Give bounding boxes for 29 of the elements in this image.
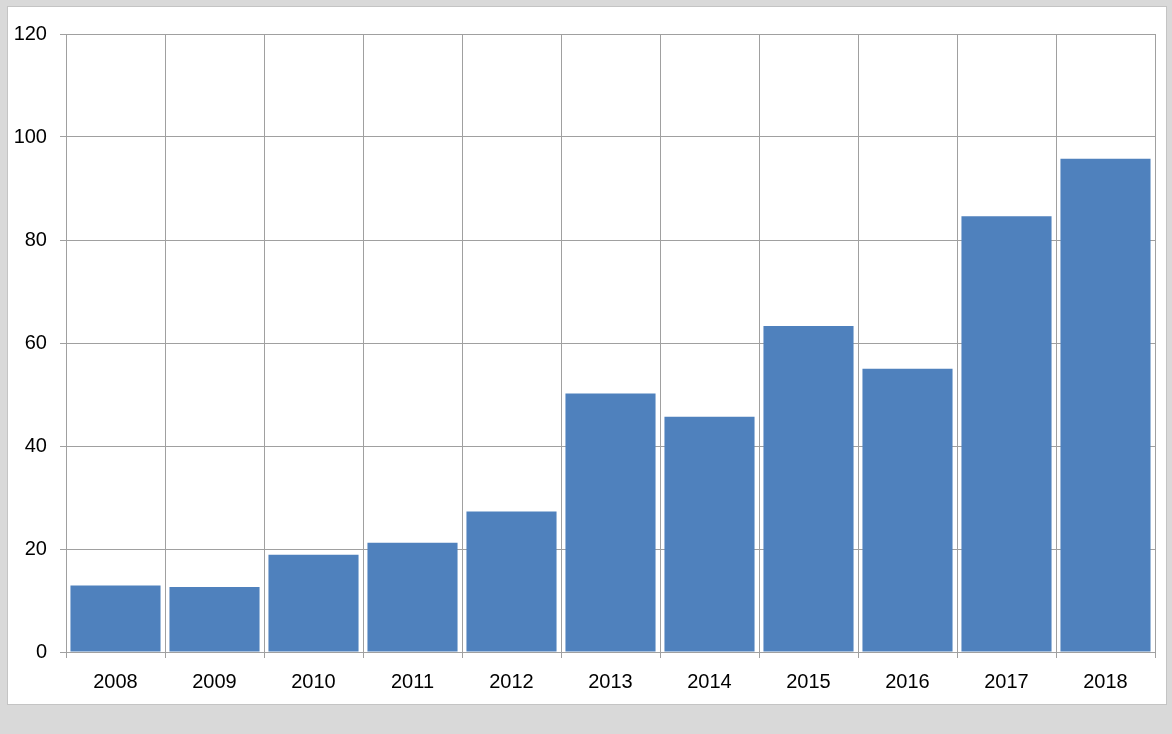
bar — [763, 326, 854, 652]
bar — [367, 542, 458, 652]
x-tick-label: 2012 — [489, 669, 534, 692]
x-tick-label: 2013 — [588, 669, 633, 692]
bar — [961, 216, 1052, 652]
x-tick-label: 2011 — [390, 669, 435, 692]
bar — [862, 368, 953, 652]
x-tick-label: 2014 — [687, 669, 732, 692]
x-tick-label: 2016 — [885, 669, 930, 692]
bar — [664, 416, 755, 652]
bar — [565, 393, 656, 652]
bar — [169, 587, 260, 652]
y-tick-label: 60 — [24, 330, 47, 353]
x-tick-label: 2017 — [984, 669, 1029, 692]
y-tick-label: 40 — [24, 433, 47, 456]
y-tick-label: 80 — [24, 227, 47, 250]
x-tick-label: 2018 — [1083, 669, 1128, 692]
y-tick-label: 20 — [24, 536, 47, 559]
x-tick-label: 2010 — [291, 669, 336, 692]
bar — [268, 554, 359, 652]
bar — [1060, 158, 1151, 652]
bar — [70, 585, 161, 652]
y-tick-label: 0 — [35, 639, 47, 662]
x-tick-label: 2008 — [93, 669, 138, 692]
y-tick-label: 120 — [13, 21, 47, 44]
y-tick-label: 100 — [13, 124, 47, 147]
x-tick-label: 2015 — [786, 669, 831, 692]
x-tick-label: 2009 — [192, 669, 237, 692]
bar — [466, 511, 557, 652]
